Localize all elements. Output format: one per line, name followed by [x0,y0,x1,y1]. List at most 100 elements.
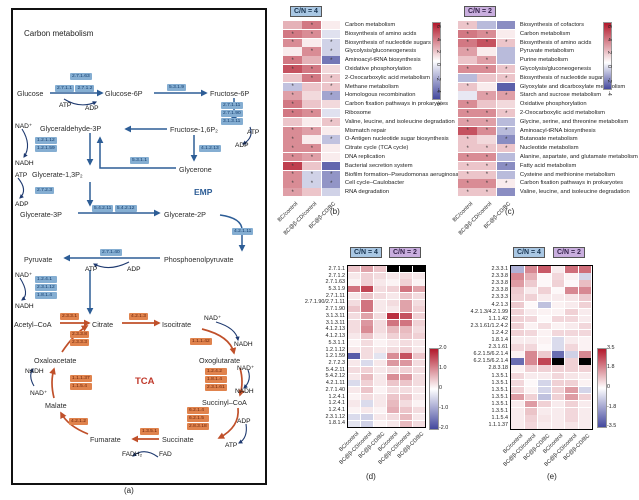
heatmap-cell: * [302,109,321,118]
colorbar-tick: -4 [606,91,612,96]
heatmap-cell [360,326,374,333]
heatmap-cell [348,313,361,320]
heatmap-cell [386,272,399,279]
ec-number-group: 4.2.1.11 [232,228,254,235]
row-label: Homologous recombination [344,92,416,99]
heatmap-cell [399,393,412,400]
heatmap-cell [524,266,538,273]
heatmap-cell [373,333,387,340]
significance-asterisk: * [485,40,489,47]
cofactor-label: ATP [247,129,260,136]
heatmap-cell [412,393,425,400]
row-label: 2.3.3.1 [491,266,509,273]
row-label: Purine metabolism [519,57,568,64]
significance-asterisk: * [466,172,469,179]
heatmap-cell: * [458,100,477,109]
heatmap-cell [386,339,399,347]
heatmap-cell: * [496,109,516,118]
heatmap-cell [360,319,374,326]
heatmap-cell [360,292,374,299]
row-label: 1.3.5.1 [491,379,509,386]
ec-number-box: 1.1.1.37 [70,375,92,382]
heatmap-cell [578,365,592,372]
heatmap-cell [348,353,361,360]
heatmap-cell [386,393,399,400]
heatmap-cell [348,272,361,279]
heatmap-cell [578,358,592,365]
ec-number-box: 5.3.1.9 [167,84,186,91]
heatmap-cell [348,366,361,373]
heatmap-cell [360,400,374,407]
ec-number-group: 6.2.1.4 6.2.1.5 2.8.3.18 [187,407,209,430]
heatmap-cell [386,333,399,340]
significance-asterisk: * [291,163,294,170]
heatmap-cell [373,313,387,320]
heatmap-cell [399,292,412,299]
heatmap-cell [578,287,592,294]
ec-number-box: 1.8.1.4 [35,292,57,299]
heatmap-cell [348,380,361,387]
heatmap-cell [565,294,578,301]
heatmap-cell [373,299,387,306]
heatmap-cell [386,299,399,306]
heatmap-cell [399,272,412,279]
row-label: 2.7.1.90/2.7.1.11 [304,299,345,306]
heatmap-cell [538,422,551,429]
metabolite-label: Pyruvate [24,255,53,264]
significance-asterisk: * [310,75,314,82]
heatmap-cell [551,415,565,422]
row-label: Valine, leucine, and isoleucine degradat… [344,118,455,125]
heatmap-cell [458,91,477,100]
heatmap-cell: * [496,126,516,135]
ec-number-box: 1.2.1.12 [35,137,57,144]
heatmap-cell [511,315,524,323]
row-label: 1.1.1.42 [488,315,508,322]
heatmap-cell: * [458,161,477,170]
row-label: 2.3.3.8 [491,287,509,294]
heatmap-cell [511,358,524,365]
significance-asterisk: * [485,66,489,73]
heatmap-cell [524,329,538,337]
heatmap-cell [524,358,538,365]
heatmap-cell [538,386,551,394]
heatmap-cell [412,299,425,306]
cn-ratio-badge-d1: C/N = 4 [350,247,382,258]
caption-c: (c) [505,207,515,216]
significance-asterisk: * [466,119,469,126]
heatmap-cell [565,386,578,394]
colorbar-tick: -1.8 [607,404,617,411]
significance-asterisk: * [310,181,314,188]
heatmap-cell: * [321,56,341,65]
heatmap-cell [412,339,425,347]
significance-asterisk: * [485,58,489,65]
heatmap-cell [511,287,524,294]
significance-asterisk: * [310,31,314,38]
heatmap-cell [511,408,524,415]
heatmap-cell [551,372,565,379]
heatmap-cell: * [283,65,302,74]
ec-number-box: 5.3.1.1 [130,157,149,164]
significance-asterisk: * [485,190,489,197]
heatmap-cell [348,386,361,394]
heatmap-cell [399,353,412,360]
heatmap-cell: * [496,91,516,100]
heatmap-cell: * [302,170,321,179]
heatmap-cell [399,279,412,286]
ec-number-group: 4.2.1.2 [69,418,88,425]
heatmap-cell [373,286,387,293]
heatmap-cell [373,413,387,420]
ec-number-group: 2.7.1.40 [100,249,122,256]
heatmap-cell [551,294,565,301]
heatmap-cell: * [283,170,302,179]
ec-number-box: 1.1.1.42 [190,338,212,345]
ec-number-box: 5.4.2.11 [92,205,114,212]
heatmap-cell: * [496,179,516,188]
heatmap-cell [565,301,578,308]
heatmap-cell [373,326,387,333]
heatmap-cell [551,422,565,429]
significance-asterisk: * [485,181,489,188]
heatmap-cell [551,393,565,401]
heatmap-cell [578,315,592,323]
heatmap-cell: * [321,179,341,188]
heatmap-cell [360,346,374,353]
